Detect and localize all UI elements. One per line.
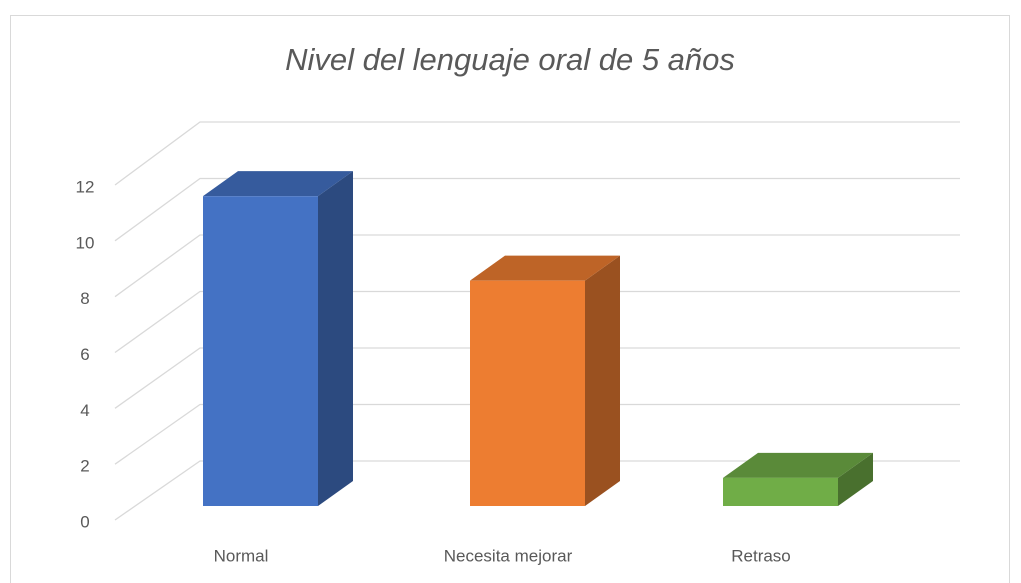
y-tick-label: 6 bbox=[80, 345, 89, 364]
grid-line bbox=[114, 347, 960, 409]
y-tick-label: 10 bbox=[76, 233, 95, 252]
grid-line bbox=[114, 177, 960, 242]
y-tick-label: 4 bbox=[80, 401, 89, 420]
x-tick-label: Necesita mejorar bbox=[444, 546, 573, 565]
bar-side bbox=[318, 171, 353, 506]
x-tick-label: Retraso bbox=[731, 546, 791, 565]
bar bbox=[470, 280, 585, 506]
chart-title: Nivel del lenguaje oral de 5 años bbox=[285, 42, 735, 77]
bar bbox=[723, 477, 838, 506]
x-tick-label: Normal bbox=[214, 546, 269, 565]
y-tick-label: 8 bbox=[80, 289, 89, 308]
bar-side bbox=[585, 255, 620, 506]
bar-top bbox=[723, 452, 873, 478]
y-tick-label: 0 bbox=[80, 512, 89, 531]
grid-line bbox=[114, 403, 960, 465]
y-tick-label: 12 bbox=[76, 177, 95, 196]
bar-side bbox=[838, 452, 873, 506]
bar-top bbox=[203, 171, 353, 197]
bar bbox=[203, 196, 318, 506]
grid-line bbox=[114, 234, 960, 298]
bar-top bbox=[470, 255, 620, 281]
grid-line bbox=[114, 460, 960, 521]
grid-line bbox=[114, 290, 960, 354]
grid-line bbox=[114, 121, 960, 186]
y-tick-label: 2 bbox=[80, 457, 89, 476]
